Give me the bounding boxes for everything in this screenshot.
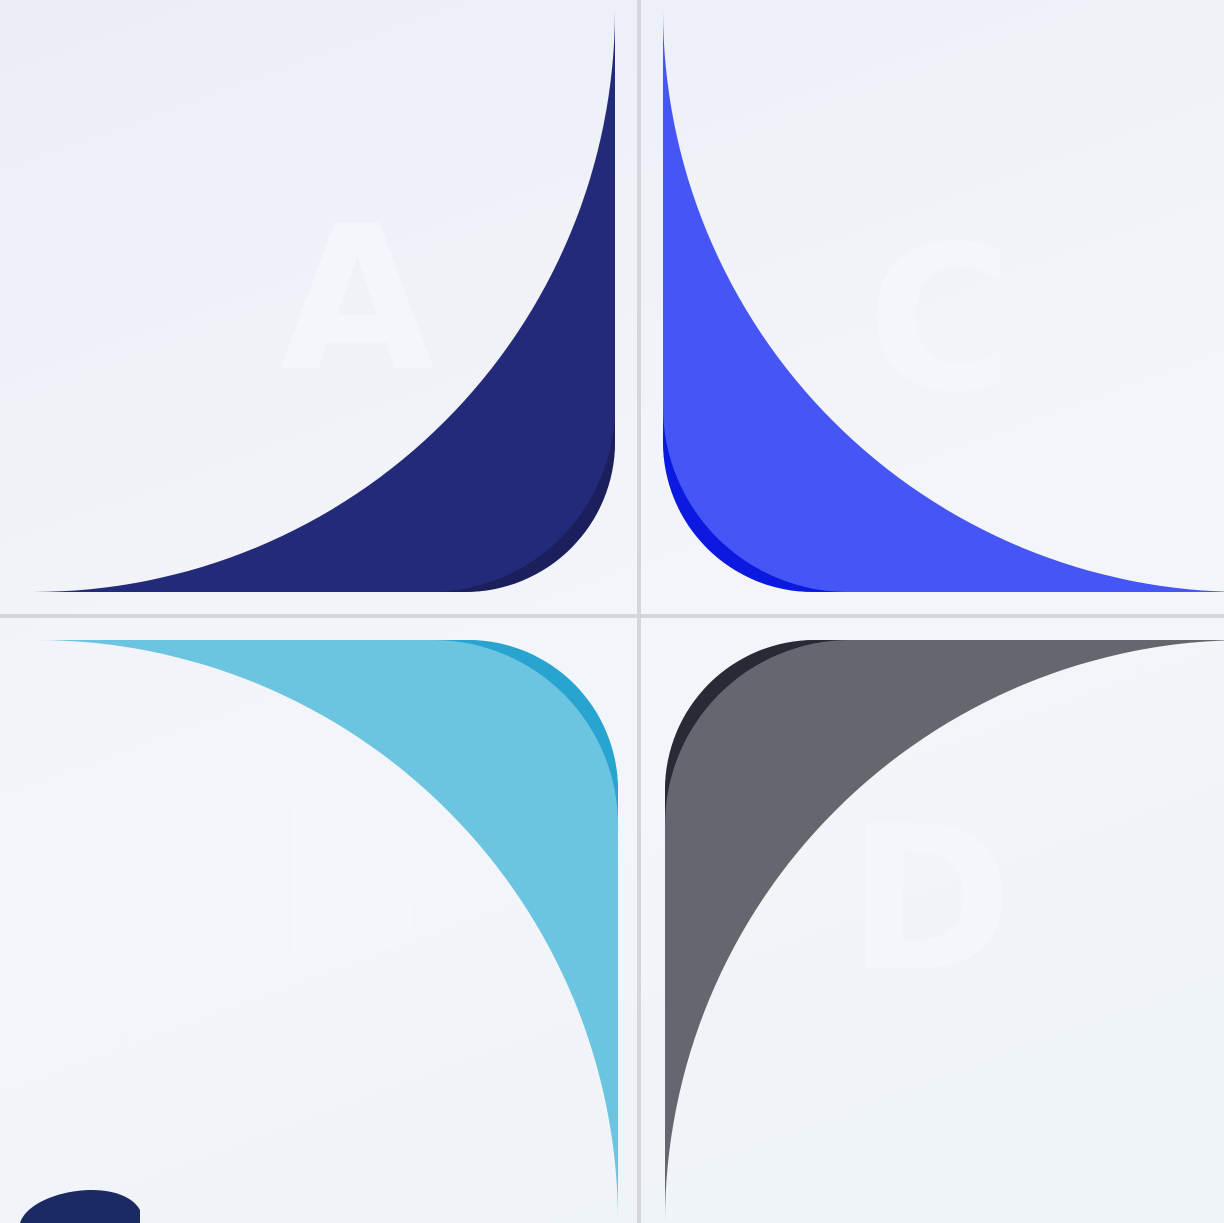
- quadrant-segment: [33, 10, 615, 592]
- quadrant-label: D: [847, 784, 1013, 1017]
- quadrants: A B C D: [33, 10, 1224, 1222]
- quadrant-ring: [665, 640, 850, 825]
- quadrant-segment: [665, 640, 1224, 1222]
- quadrant-ring: [663, 407, 848, 592]
- quadrant-ring: [430, 407, 615, 592]
- partial-glyph: [20, 1189, 140, 1223]
- quadrant-label: C: [867, 204, 1014, 437]
- quadrant-ring: [433, 640, 618, 825]
- quadrant-label: B: [274, 769, 426, 1002]
- quadrant-label: A: [280, 184, 435, 417]
- quadrant-segment: [36, 640, 618, 1222]
- quadrant-segment: [663, 10, 1224, 592]
